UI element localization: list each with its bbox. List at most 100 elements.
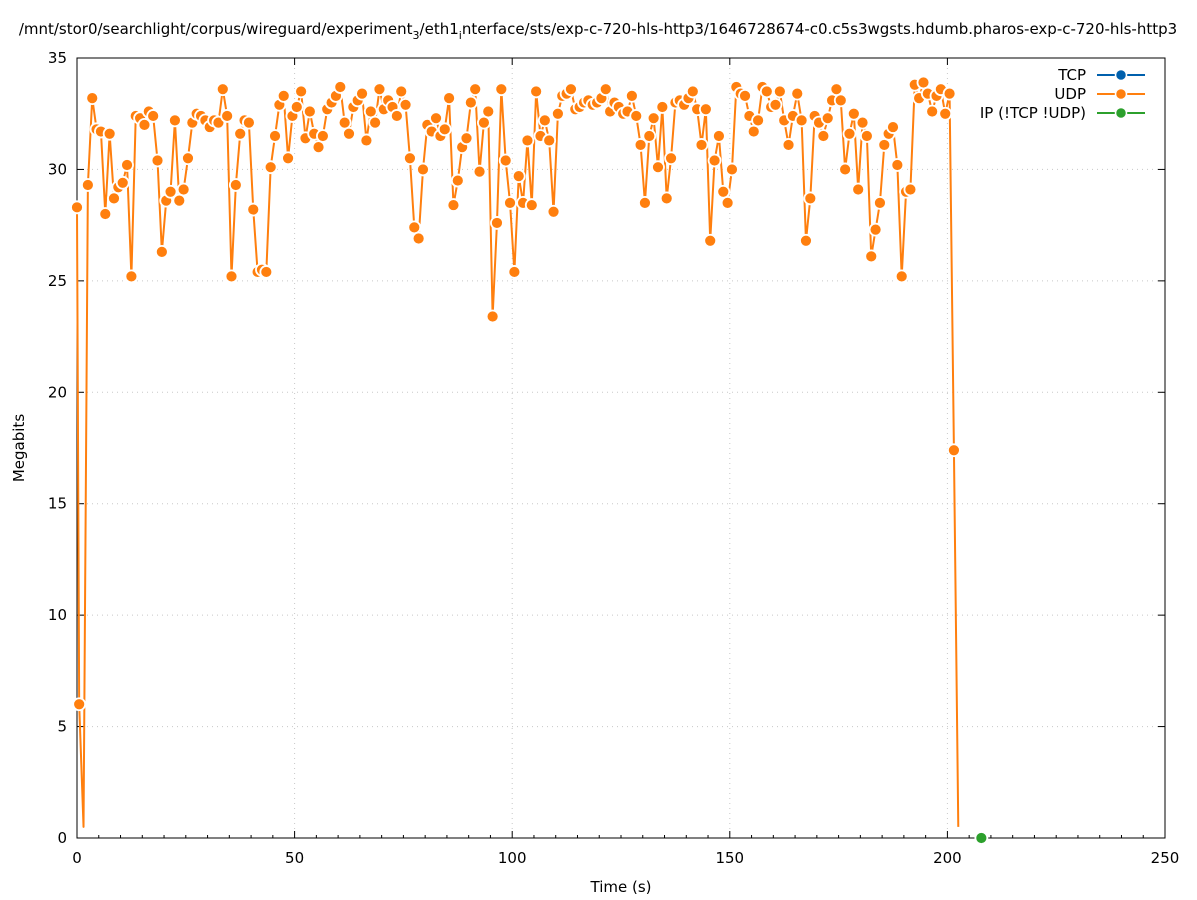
data-point-udp bbox=[894, 269, 909, 284]
data-point-udp bbox=[746, 124, 761, 139]
data-point-udp bbox=[102, 126, 117, 141]
plot-frame bbox=[76, 57, 1166, 839]
data-point-udp bbox=[790, 86, 805, 101]
data-point-udp bbox=[263, 160, 278, 175]
data-point-udp bbox=[477, 115, 491, 130]
data-point-udp bbox=[311, 140, 326, 155]
data-point-udp bbox=[716, 184, 731, 199]
data-point-udp bbox=[759, 84, 774, 99]
data-point-udp bbox=[429, 111, 443, 126]
data-point-udp bbox=[120, 158, 134, 172]
data-point-udp bbox=[407, 220, 422, 235]
data-point-udp bbox=[542, 133, 557, 148]
data-point-udp bbox=[437, 122, 452, 137]
data-point-udp bbox=[947, 443, 961, 458]
data-point-udp bbox=[772, 84, 787, 99]
data-point-udp bbox=[537, 113, 552, 128]
data-point-udp bbox=[281, 151, 295, 166]
data-point-udp bbox=[337, 115, 352, 130]
data-point-udp bbox=[172, 193, 187, 208]
y-tick-label: 35 bbox=[48, 49, 67, 67]
data-point-udp bbox=[738, 88, 752, 103]
data-point-udp bbox=[925, 104, 940, 119]
data-point-udp bbox=[938, 106, 953, 121]
data-point-udp bbox=[712, 129, 726, 143]
data-point-udp bbox=[546, 204, 561, 219]
x-axis-label: Time (s) bbox=[590, 878, 652, 896]
y-tick-label: 30 bbox=[48, 160, 67, 178]
chart-title: /mnt/stor0/searchlight/corpus/wireguard/… bbox=[19, 20, 1177, 42]
data-point-udp bbox=[485, 309, 500, 324]
data-point-udp bbox=[859, 129, 874, 143]
data-point-udp bbox=[638, 195, 652, 210]
data-point-udp bbox=[842, 126, 857, 141]
data-point-udp bbox=[877, 138, 892, 152]
data-point-udp bbox=[685, 84, 700, 99]
data-point-udp bbox=[233, 126, 248, 141]
data-point-udp bbox=[276, 88, 291, 103]
y-tick-label: 15 bbox=[48, 495, 67, 513]
data-point-udp bbox=[725, 162, 739, 177]
data-point-udp bbox=[294, 84, 309, 99]
legend-marker-udp bbox=[1114, 87, 1128, 101]
y-tick-label: 0 bbox=[57, 829, 67, 847]
data-point-udp bbox=[916, 75, 931, 90]
data-point-udp bbox=[494, 82, 509, 97]
data-point-udp bbox=[289, 100, 304, 114]
data-point-ip-tcp-udp bbox=[974, 831, 989, 845]
x-tick-label: 50 bbox=[285, 849, 304, 867]
data-point-udp bbox=[220, 109, 235, 123]
data-point-udp bbox=[503, 195, 517, 210]
data-point-udp bbox=[781, 138, 796, 152]
data-point-udp bbox=[372, 82, 387, 97]
data-point-udp bbox=[363, 104, 378, 119]
data-point-udp bbox=[642, 129, 657, 143]
x-tick-label: 250 bbox=[1151, 849, 1180, 867]
grid-lines bbox=[77, 58, 1165, 838]
data-point-udp bbox=[176, 182, 191, 197]
data-point-udp bbox=[259, 265, 274, 279]
data-point-udp bbox=[890, 158, 905, 172]
data-point-udp bbox=[799, 233, 813, 248]
data-point-udp bbox=[70, 200, 84, 215]
data-point-udp bbox=[629, 109, 644, 123]
legend-marker-ip-tcp-udp bbox=[1114, 106, 1128, 120]
data-point-udp bbox=[820, 111, 835, 126]
data-point-udp bbox=[411, 231, 426, 246]
data-point-udp bbox=[302, 104, 317, 119]
data-point-udp bbox=[446, 198, 461, 212]
series-layer bbox=[70, 75, 989, 845]
data-point-udp bbox=[838, 162, 853, 177]
x-tick-label: 0 bbox=[72, 849, 82, 867]
data-point-udp bbox=[98, 207, 113, 221]
data-point-udp bbox=[228, 178, 243, 192]
data-point-udp bbox=[664, 151, 678, 166]
data-point-udp bbox=[472, 164, 487, 179]
y-axis-label: Megabits bbox=[10, 414, 28, 482]
data-point-udp bbox=[463, 95, 478, 110]
legend-label-udp: UDP bbox=[1054, 85, 1086, 103]
data-point-udp bbox=[355, 86, 369, 101]
y-tick-label: 25 bbox=[48, 272, 67, 290]
data-point-udp bbox=[359, 133, 374, 148]
data-point-udp bbox=[416, 162, 430, 177]
data-point-udp bbox=[72, 697, 87, 712]
data-point-udp bbox=[833, 93, 848, 108]
data-point-udp bbox=[394, 84, 409, 99]
data-point-udp bbox=[181, 151, 195, 166]
data-point-udp bbox=[598, 82, 613, 97]
data-point-udp bbox=[624, 88, 639, 103]
data-point-udp bbox=[868, 222, 883, 237]
data-point-udp bbox=[389, 109, 404, 123]
data-point-udp bbox=[550, 106, 565, 121]
data-point-udp bbox=[468, 82, 483, 97]
legend-label-ip-tcp-udp: IP (!TCP !UDP) bbox=[980, 104, 1086, 122]
data-point-udp bbox=[646, 111, 661, 126]
axis-ticks: 0 50 100 150 200 250 0 5 10 15 20 25 30 35 bbox=[48, 49, 1179, 867]
data-point-udp bbox=[403, 151, 417, 166]
data-point-udp bbox=[886, 120, 900, 134]
data-point-udp bbox=[655, 100, 670, 114]
data-point-udp bbox=[942, 86, 957, 101]
